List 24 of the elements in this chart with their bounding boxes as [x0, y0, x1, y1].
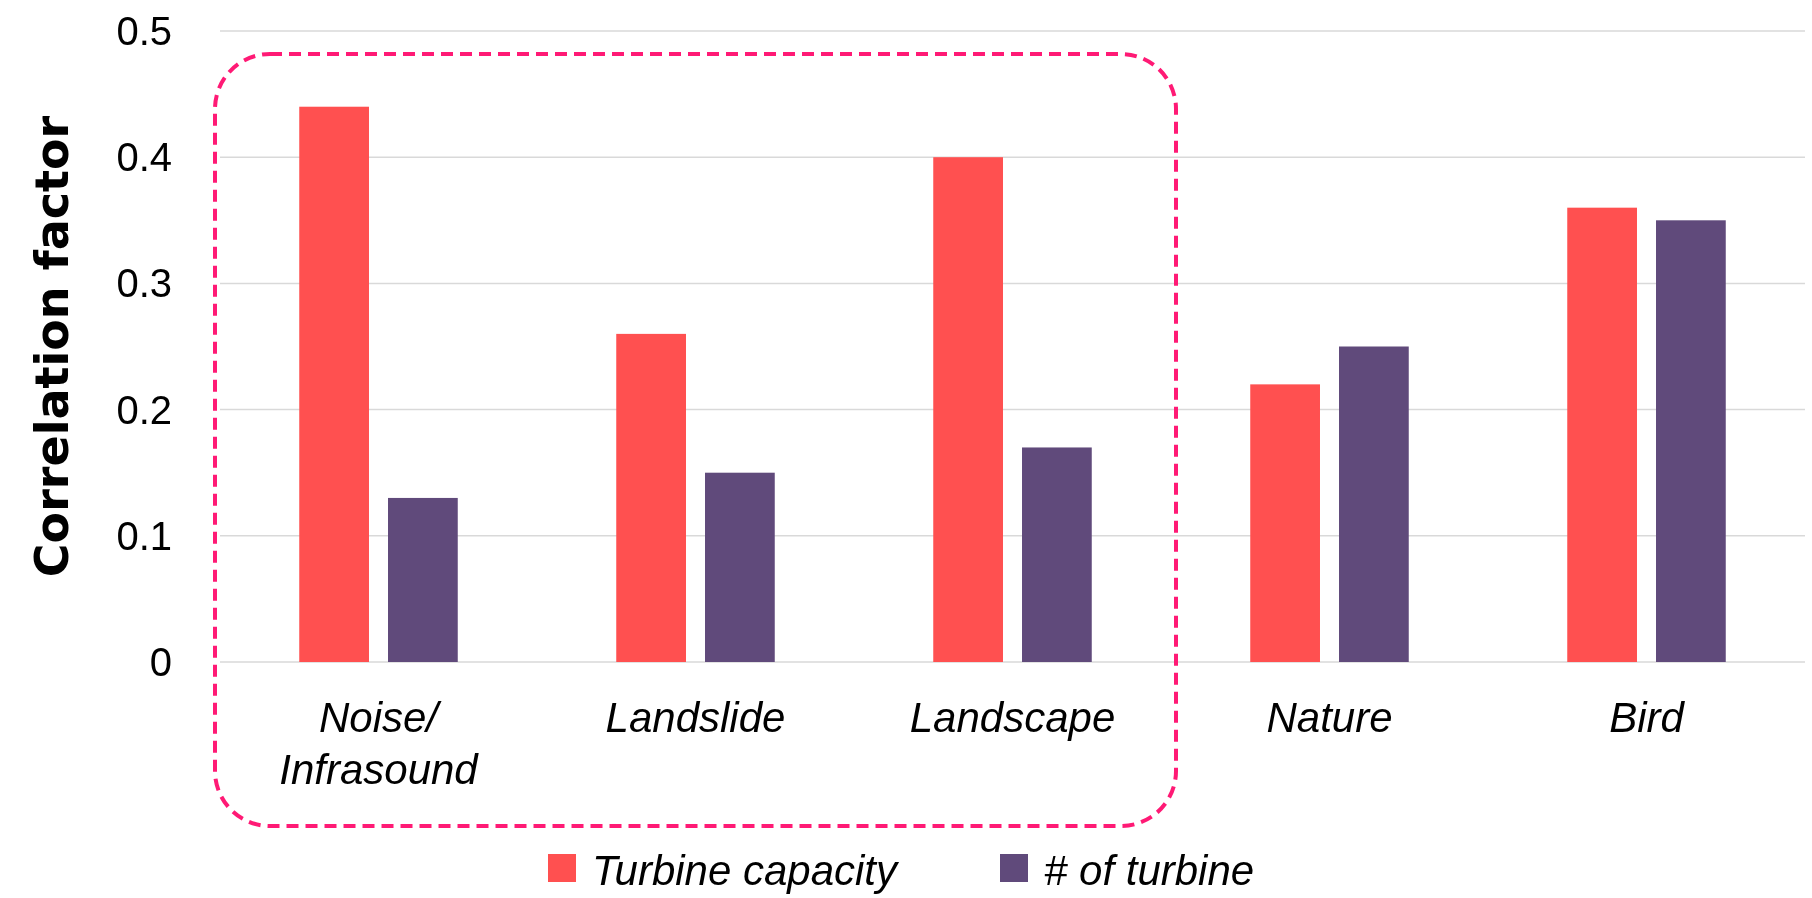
x-tick-label: Bird [1609, 694, 1686, 741]
y-tick-label: 0.3 [116, 261, 172, 306]
y-tick-label: 0.4 [116, 135, 172, 180]
legend-label: # of turbine [1044, 846, 1255, 894]
bar [1250, 384, 1320, 662]
y-tick-label: 0 [149, 640, 172, 684]
bar [1567, 207, 1637, 662]
x-tick-label: Landslide [605, 694, 786, 741]
legend-label: Turbine capacity [592, 846, 901, 894]
bar [616, 333, 686, 662]
y-tick-label: 0.5 [116, 9, 172, 53]
y-axis-title: Correlation factor [25, 115, 80, 578]
x-tick-label: Noise/Infrasound [279, 694, 480, 793]
bar [299, 106, 369, 662]
bar [705, 472, 775, 662]
bar [933, 157, 1003, 662]
x-tick-label: Nature [1266, 694, 1393, 741]
bar [1022, 447, 1092, 662]
x-tick-label: Landscape [909, 694, 1116, 741]
bar [1339, 346, 1409, 662]
bar [1656, 220, 1726, 662]
y-tick-label: 0.2 [116, 387, 172, 432]
y-tick-label: 0.1 [116, 513, 172, 558]
bar [388, 497, 458, 662]
